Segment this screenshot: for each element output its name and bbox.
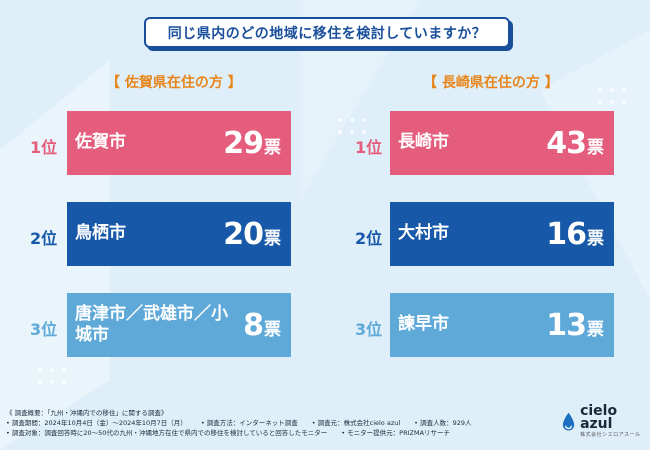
saga-votes-1: 29: [223, 125, 264, 161]
nagasaki-card-2: 大村市 16 票: [390, 202, 614, 266]
nagasaki-votes-1: 43: [546, 125, 587, 161]
saga-votes-2: 20: [223, 216, 264, 252]
nagasaki-rank-2: 2位: [355, 229, 383, 248]
survey-footer: 《 調査概要：「九州・沖縄内での移住」に関する調査》 • 調査期間：2024年1…: [6, 408, 566, 438]
saga-rank-2: 2位: [30, 229, 58, 248]
droplet-icon: [562, 412, 575, 430]
saga-rank-1: 1位: [30, 138, 58, 157]
nagasaki-city-3: 諫早市: [398, 314, 449, 335]
survey-target: • 調査対象：調査回答時に20〜50代の九州・沖縄地方在住で県内での移住を検討し…: [6, 429, 328, 437]
saga-city-1: 佐賀市: [75, 132, 126, 153]
survey-question-title: 同じ県内のどの地域に移住を検討していますか？: [144, 17, 510, 48]
saga-card-1: 佐賀市 29 票: [67, 111, 291, 175]
logo-name: cielo azul: [580, 403, 618, 432]
nagasaki-votes-3: 13: [546, 307, 587, 343]
saga-card-2: 鳥栖市 20 票: [67, 202, 291, 266]
logo-subtitle: 株式会社シエロアスール: [580, 432, 641, 438]
survey-agency: • 調査元：株式会社cielo azul: [311, 419, 401, 427]
saga-unit-1: 票: [264, 137, 281, 158]
nagasaki-rank-1: 1位: [355, 138, 383, 157]
saga-section-header: 【 佐賀県在住の方 】: [106, 75, 242, 91]
saga-unit-3: 票: [264, 319, 281, 340]
nagasaki-section-header: 【 長崎県在住の方 】: [423, 75, 559, 91]
saga-city-3: 唐津市／武雄市／小城市: [75, 303, 228, 345]
cielo-azul-logo: cielo azul 株式会社シエロアスール: [561, 403, 650, 438]
survey-provider: • モニター提供元：PRIZMAリサーチ: [341, 429, 451, 437]
saga-rank-3: 3位: [30, 320, 58, 339]
survey-overview: 《 調査概要：「九州・沖縄内での移住」に関する調査》: [6, 409, 168, 417]
saga-votes-3: 8: [243, 307, 264, 343]
nagasaki-card-1: 長崎市 43 票: [390, 111, 614, 175]
nagasaki-city-1: 長崎市: [398, 132, 449, 153]
nagasaki-unit-3: 票: [587, 319, 604, 340]
saga-city-2: 鳥栖市: [75, 223, 126, 244]
saga-unit-2: 票: [264, 228, 281, 249]
nagasaki-city-2: 大村市: [398, 223, 449, 244]
nagasaki-rank-3: 3位: [355, 320, 383, 339]
nagasaki-unit-1: 票: [587, 137, 604, 158]
survey-count: • 調査人数：929人: [414, 419, 472, 427]
nagasaki-votes-2: 16: [546, 216, 587, 252]
survey-method: • 調査方法：インターネット調査: [200, 419, 298, 427]
nagasaki-unit-2: 票: [587, 228, 604, 249]
nagasaki-card-3: 諫早市 13 票: [390, 293, 614, 357]
survey-period: • 調査期間：2024年10月4日（金）〜2024年10月7日（月）: [6, 419, 187, 427]
